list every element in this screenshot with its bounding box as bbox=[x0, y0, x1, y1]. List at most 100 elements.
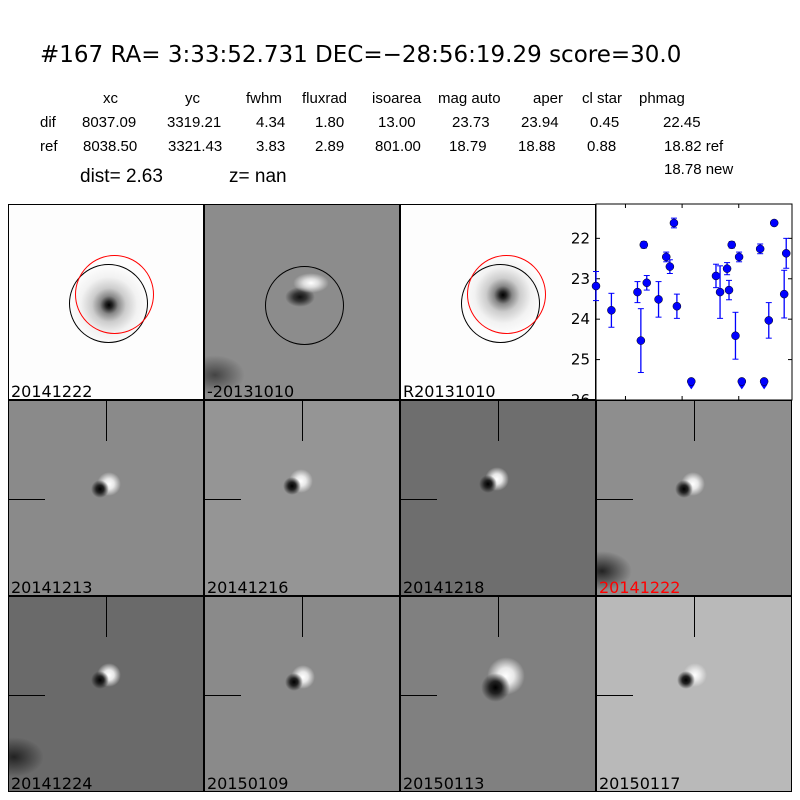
stamp-label: 20150113 bbox=[403, 774, 485, 792]
cell-dif-yc: 3319.21 bbox=[167, 114, 222, 131]
stamp-epoch: 20150113 bbox=[400, 596, 596, 792]
data-point bbox=[724, 285, 734, 295]
data-point bbox=[779, 289, 789, 299]
light-curve-plot: −100−5002223242526 bbox=[571, 203, 793, 421]
data-point bbox=[591, 281, 601, 291]
data-point bbox=[727, 240, 736, 250]
stamp-label: 20141218 bbox=[403, 578, 485, 596]
col-aper: aper bbox=[533, 90, 564, 107]
data-point bbox=[769, 218, 779, 228]
col-fwhm: fwhm bbox=[246, 90, 282, 107]
col-xc: xc bbox=[103, 90, 118, 107]
data-point bbox=[755, 244, 765, 254]
data-point bbox=[737, 377, 747, 386]
upper-limit-arrow bbox=[687, 384, 695, 390]
data-point bbox=[734, 252, 744, 262]
stamp-label: 20141222 bbox=[11, 382, 93, 400]
crosshair-vertical bbox=[694, 401, 695, 441]
stamp-epoch: 20150109 bbox=[204, 596, 400, 792]
data-point bbox=[633, 287, 642, 297]
data-point bbox=[715, 287, 725, 297]
data-point bbox=[661, 252, 671, 262]
z-value: z= nan bbox=[229, 166, 287, 187]
data-point bbox=[654, 295, 663, 304]
data-point bbox=[639, 240, 649, 250]
new-aperture-circle bbox=[467, 255, 546, 334]
upper-limit-arrow bbox=[760, 384, 768, 390]
crosshair-horizontal bbox=[205, 695, 241, 696]
cell-dif-isoarea: 13.00 bbox=[378, 114, 416, 131]
negative-residual bbox=[285, 673, 303, 691]
cell-ref-aper: 18.88 bbox=[518, 138, 556, 155]
data-point bbox=[665, 262, 675, 271]
stamp-label: R20131010 bbox=[403, 382, 496, 400]
stamp-label: 20141216 bbox=[207, 578, 289, 596]
cell-ref-fwhm: 3.83 bbox=[256, 138, 286, 155]
negative-residual bbox=[91, 671, 109, 689]
negative-residual bbox=[91, 480, 109, 498]
data-point bbox=[636, 336, 646, 345]
stamp-label: 20141222 bbox=[599, 578, 681, 596]
crosshair-vertical bbox=[106, 597, 107, 637]
plot-frame bbox=[595, 203, 793, 401]
stamp-ref-image: R20131010 bbox=[400, 204, 596, 400]
col-isoarea: isoarea bbox=[372, 90, 422, 107]
cell-ref-cl-star: 0.88 bbox=[587, 138, 617, 155]
crosshair-vertical bbox=[302, 597, 303, 637]
stamp-label: 20150117 bbox=[599, 774, 681, 792]
data-point bbox=[672, 301, 682, 311]
cell-dif-fluxrad: 1.80 bbox=[315, 114, 345, 131]
light-curve-svg: −100−5002223242526 bbox=[571, 203, 793, 421]
nearby-source bbox=[9, 737, 44, 777]
negative-residual bbox=[479, 475, 497, 493]
crosshair-vertical bbox=[106, 401, 107, 441]
data-point bbox=[722, 264, 732, 273]
new-phmag: 18.78 new bbox=[664, 161, 734, 178]
stamp-epoch: 20141224 bbox=[8, 596, 204, 792]
negative-residual bbox=[675, 480, 693, 498]
cell-dif-fwhm: 4.34 bbox=[256, 114, 286, 131]
crosshair-horizontal bbox=[9, 499, 45, 500]
crosshair-vertical bbox=[498, 597, 499, 637]
crosshair-horizontal bbox=[205, 499, 241, 500]
cell-ref-yc: 3321.43 bbox=[168, 138, 223, 155]
stamp-label: 20141213 bbox=[11, 578, 93, 596]
data-point bbox=[759, 377, 769, 386]
data-point bbox=[711, 271, 721, 281]
cell-ref-fluxrad: 2.89 bbox=[315, 138, 345, 155]
cell-ref-phmag: 18.82 ref bbox=[664, 138, 724, 155]
stamp-epoch: 20141222 bbox=[596, 400, 792, 596]
aperture-circle bbox=[265, 266, 344, 345]
crosshair-vertical bbox=[498, 401, 499, 441]
crosshair-horizontal bbox=[401, 695, 437, 696]
crosshair-horizontal bbox=[597, 695, 633, 696]
stamp-label: -20131010 bbox=[207, 382, 295, 400]
stamp-diff-image: -20131010 bbox=[204, 204, 400, 400]
stamp-new-image: 20141222 bbox=[8, 204, 204, 400]
cell-dif-mag-auto: 23.73 bbox=[452, 114, 490, 131]
crosshair-vertical bbox=[694, 597, 695, 637]
crosshair-vertical bbox=[302, 401, 303, 441]
col-yc: yc bbox=[185, 90, 200, 107]
cell-dif-aper: 23.94 bbox=[521, 114, 559, 131]
cell-dif-xc: 8037.09 bbox=[82, 114, 137, 131]
crosshair-horizontal bbox=[401, 499, 437, 500]
cell-ref-mag-auto: 18.79 bbox=[449, 138, 487, 155]
new-aperture-circle bbox=[75, 255, 154, 334]
stamp-label: 20150109 bbox=[207, 774, 289, 792]
y-tick-label: 24 bbox=[571, 310, 590, 328]
upper-limit-arrow bbox=[738, 384, 746, 390]
col-fluxrad: fluxrad bbox=[302, 90, 348, 107]
dist-value: dist= 2.63 bbox=[80, 166, 163, 187]
negative-residual bbox=[677, 671, 695, 689]
cell-dif-phmag: 22.45 bbox=[663, 114, 701, 131]
data-point bbox=[607, 306, 616, 315]
data-point bbox=[764, 316, 774, 325]
stamp-epoch: 20141213 bbox=[8, 400, 204, 596]
col-cl-star: cl star bbox=[582, 90, 623, 107]
crosshair-horizontal bbox=[9, 695, 45, 696]
y-tick-label: 25 bbox=[571, 351, 590, 369]
row-label-dif: dif bbox=[40, 114, 56, 131]
negative-residual bbox=[481, 673, 510, 702]
stamp-epoch: 20150117 bbox=[596, 596, 792, 792]
